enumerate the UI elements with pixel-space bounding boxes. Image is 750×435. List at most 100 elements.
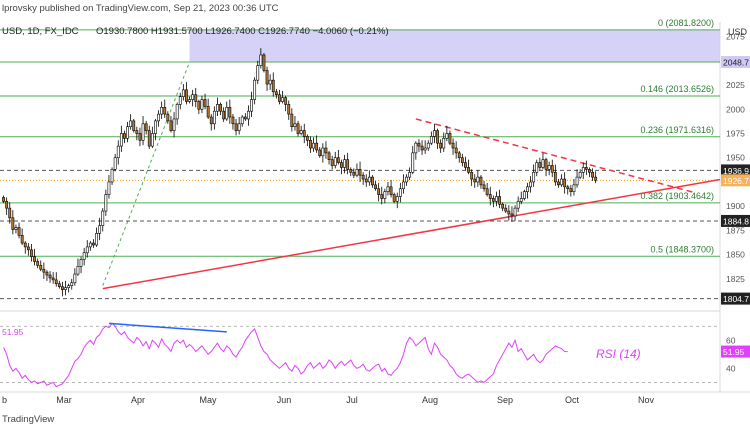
price-tick-3: 1900 [726, 201, 745, 211]
candle-up [237, 123, 241, 131]
candle-down [498, 196, 501, 205]
candle-up [541, 159, 545, 168]
candlestick-series [2, 48, 598, 297]
candle-down [584, 167, 588, 170]
candle-up [216, 104, 219, 112]
candle-down [296, 123, 300, 134]
time-tick-4: Jun [277, 395, 292, 405]
candle-down [327, 152, 331, 160]
candle-up [240, 116, 244, 125]
candle-down [507, 210, 511, 215]
candle-down [504, 207, 508, 212]
level-badge-text-1: 2048.7 [723, 58, 749, 68]
price-tick-0: 1825 [726, 274, 745, 284]
fib-label-2: 0.146 (2013.6526) [640, 84, 714, 94]
candle-up [191, 94, 195, 100]
level-badge-4 [721, 164, 750, 177]
candle-down [11, 217, 15, 230]
candle-down [262, 54, 266, 71]
candle-down [451, 142, 455, 149]
candle-up [107, 181, 111, 195]
candle-up [200, 99, 204, 110]
candle-down [185, 89, 188, 102]
candle-up [129, 120, 133, 128]
candle-up [429, 136, 433, 144]
candle-up [160, 107, 164, 115]
candle-down [8, 207, 12, 219]
candle-down [439, 142, 443, 149]
candle-up [513, 207, 517, 217]
candle-down [231, 116, 235, 125]
candle-down [436, 130, 439, 144]
candle-up [116, 145, 120, 159]
time-tick-7: Sep [497, 395, 513, 405]
candle-down [420, 145, 424, 151]
level-badge-text-7: 1884.8 [723, 216, 749, 226]
candle-down [501, 203, 505, 209]
candle-down [163, 107, 167, 115]
candle-down [566, 186, 570, 190]
candle-down [588, 169, 591, 173]
candle-up [402, 181, 405, 190]
candle-down [454, 147, 458, 154]
candle-down [374, 184, 377, 190]
candle-up [495, 196, 498, 202]
candle-up [433, 130, 436, 137]
candle-up [70, 282, 74, 287]
rsi-divergence-line [108, 322, 227, 333]
candle-down [594, 176, 598, 181]
candle-down [26, 246, 30, 251]
price-tick-2: 1875 [726, 225, 745, 235]
candle-up [343, 159, 346, 168]
candle-down [48, 274, 52, 279]
candle-down [302, 130, 306, 137]
candle-up [395, 196, 399, 202]
candle-down [234, 123, 238, 131]
candle-down [324, 147, 328, 154]
candle-up [299, 130, 303, 134]
candle-up [575, 176, 579, 186]
candle-up [333, 157, 337, 166]
candle-up [535, 162, 539, 173]
fib-label-3: 0.236 (1971.6316) [640, 125, 714, 135]
candle-down [17, 227, 21, 236]
candle-down [358, 169, 362, 176]
candle-down [309, 139, 312, 149]
rsi-value-badge [721, 345, 750, 358]
candle-down [61, 286, 64, 290]
candle-up [64, 287, 67, 290]
candle-up [73, 273, 77, 284]
candle-down [448, 133, 452, 144]
fib-zone-box [189, 29, 721, 63]
symbol-line: USD, 1D, FX_IDC [2, 26, 79, 37]
candle-up [312, 142, 315, 149]
candle-down [271, 79, 275, 93]
candle-down [42, 268, 46, 273]
candle-down [591, 171, 594, 178]
candle-down [470, 171, 474, 180]
candle-down [5, 201, 9, 209]
candle-down [290, 113, 294, 128]
candle-down [550, 165, 554, 173]
candle-down [265, 70, 269, 85]
candle-up [247, 110, 250, 120]
tradingview-brand[interactable]: TradingView [2, 414, 54, 425]
price-tick-7: 2000 [726, 104, 745, 114]
time-tick-3: May [199, 395, 217, 405]
candle-down [274, 91, 278, 96]
price-axis-panel[interactable] [720, 22, 750, 407]
candle-up [67, 285, 71, 288]
candle-down [336, 157, 340, 163]
candle-up [281, 97, 284, 102]
candle-down [563, 178, 567, 188]
candle-up [355, 169, 359, 176]
candle-up [88, 242, 92, 248]
level-badge-text-4: 1936.9 [723, 166, 749, 176]
candle-up [442, 138, 446, 149]
time-tick-8: Oct [565, 395, 580, 405]
candle-up [104, 194, 108, 212]
candle-down [39, 265, 43, 270]
candle-down [138, 133, 142, 141]
